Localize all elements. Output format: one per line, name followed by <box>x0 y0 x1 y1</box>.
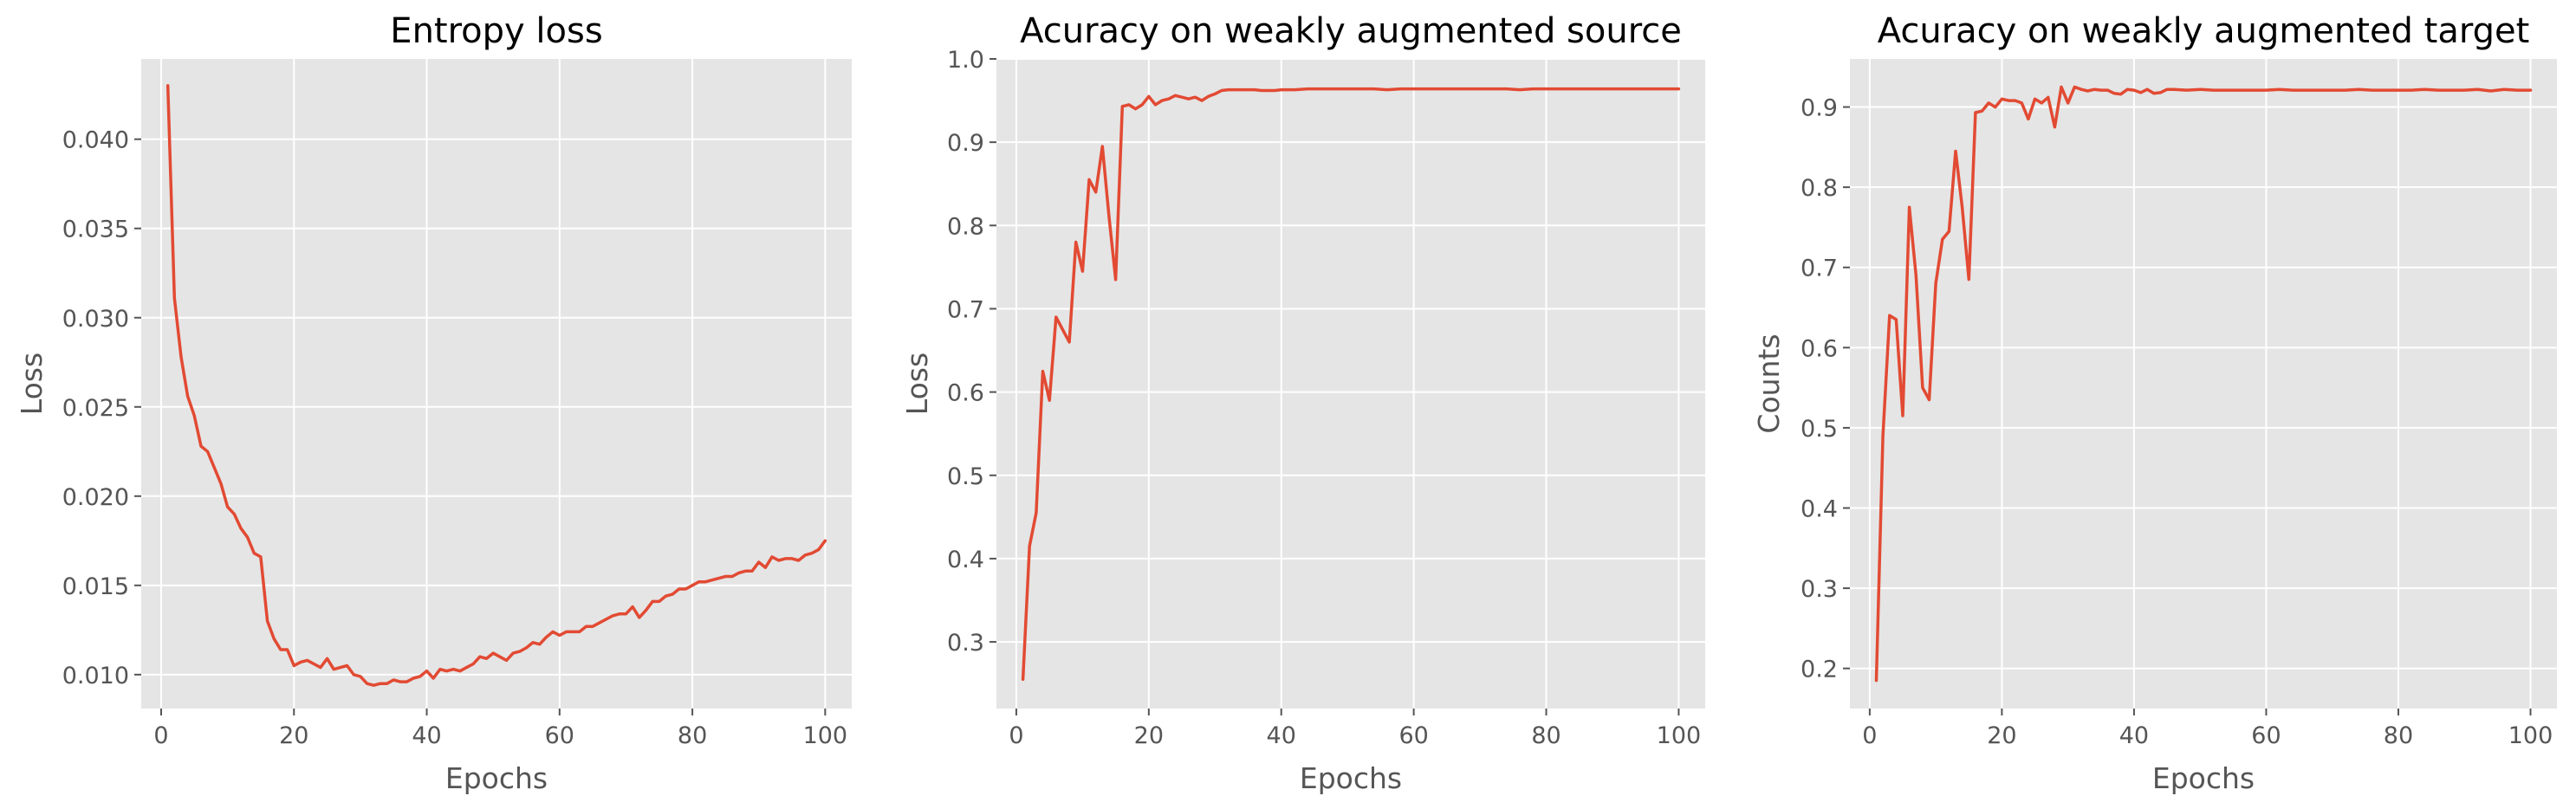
x-axis-label: Epochs <box>2152 761 2255 795</box>
x-tick-label: 100 <box>803 722 848 749</box>
y-tick-label: 0.020 <box>62 484 129 511</box>
x-tick-label: 20 <box>1134 722 1164 749</box>
x-tick-label: 60 <box>545 722 574 749</box>
plot-area <box>141 59 852 709</box>
plot-area <box>1850 59 2557 709</box>
x-tick-label: 0 <box>1862 722 1877 749</box>
y-tick-label: 0.9 <box>1801 95 1838 122</box>
x-tick-label: 60 <box>2251 722 2281 749</box>
series-line <box>1021 87 1681 682</box>
target-accuracy-chart: Acuracy on weakly augmented target Epoch… <box>1752 11 2557 795</box>
x-tick-label: 40 <box>1267 722 1296 749</box>
y-tick-label: 0.5 <box>1801 416 1838 443</box>
y-tick-label: 0.6 <box>1801 335 1838 362</box>
grid <box>1850 59 2557 709</box>
y-tick-label: 0.7 <box>1801 256 1838 282</box>
y-tick-label: 0.010 <box>62 663 129 689</box>
grid <box>996 58 1705 709</box>
y-tick-label: 0.8 <box>1801 175 1838 202</box>
y-tick-label: 0.8 <box>947 213 984 240</box>
x-tick-label: 100 <box>2508 722 2553 749</box>
chart-title: Acuracy on weakly augmented target <box>1878 11 2530 51</box>
plot-area <box>996 59 1705 709</box>
y-tick-label: 0.3 <box>947 630 984 657</box>
y-tick-label: 0.9 <box>947 130 984 157</box>
x-tick-label: 40 <box>2119 722 2149 749</box>
x-tick-label: 40 <box>412 722 441 749</box>
x-axis-label: Epochs <box>1300 761 1402 795</box>
y-tick-label: 0.6 <box>947 380 984 407</box>
x-tick-label: 0 <box>153 722 168 749</box>
x-tick-label: 80 <box>2384 722 2413 749</box>
series-line <box>165 84 827 687</box>
y-tick-label: 0.025 <box>62 395 129 422</box>
grid <box>141 59 852 709</box>
x-tick-label: 80 <box>1531 722 1561 749</box>
y-tick-label: 0.030 <box>62 306 129 333</box>
y-tick-label: 0.7 <box>947 296 984 323</box>
y-tick-label: 0.035 <box>62 217 129 243</box>
chart-title: Acuracy on weakly augmented source <box>1020 11 1682 51</box>
x-tick-label: 20 <box>1987 722 2016 749</box>
y-axis-label: Counts <box>1752 333 1786 433</box>
x-tick-label: 20 <box>279 722 308 749</box>
y-tick-label: 0.4 <box>1801 496 1838 523</box>
y-tick-label: 0.015 <box>62 573 129 600</box>
entropy-loss-chart: Entropy loss Epochs Loss 0 20 40 60 80 100 0.0… <box>15 11 852 795</box>
y-tick-label: 0.2 <box>1801 657 1838 683</box>
y-tick-label: 0.040 <box>62 127 129 154</box>
y-tick-label: 0.3 <box>1801 576 1838 603</box>
series-line <box>1874 85 2533 683</box>
x-tick-label: 80 <box>678 722 707 749</box>
y-tick-label: 0.4 <box>947 547 984 573</box>
x-tick-label: 100 <box>1657 722 1702 749</box>
y-tick-label: 0.5 <box>947 463 984 490</box>
y-axis-label: Loss <box>900 353 934 415</box>
x-tick-label: 60 <box>1398 722 1428 749</box>
x-tick-label: 0 <box>1009 722 1023 749</box>
y-tick-label: 1.0 <box>947 47 984 74</box>
y-axis-label: Loss <box>15 353 49 415</box>
x-axis-label: Epochs <box>445 761 548 795</box>
chart-title: Entropy loss <box>390 11 602 51</box>
source-accuracy-chart: Acuracy on weakly augmented source Epoch… <box>900 11 1705 795</box>
